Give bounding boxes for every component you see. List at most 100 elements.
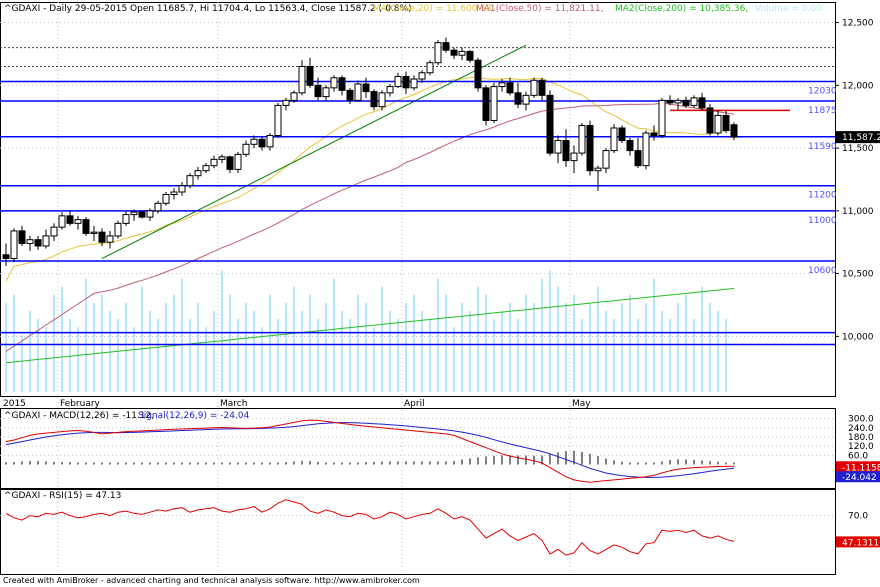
candle-body	[450, 49, 458, 56]
volume-bar	[45, 327, 47, 392]
candle-body	[242, 143, 250, 155]
volume-bar	[245, 302, 247, 392]
candle-body	[258, 138, 266, 148]
candle	[562, 129, 570, 167]
level-label: 11200	[808, 191, 837, 201]
volume-bar	[69, 319, 71, 392]
candle	[458, 47, 466, 61]
candle-body	[498, 82, 506, 88]
month-label: February	[60, 399, 101, 409]
candle	[130, 209, 138, 221]
candle-body	[98, 231, 106, 243]
ma200-label: MA2(Close,200) = 10,385.36,	[615, 4, 748, 14]
candle	[594, 165, 602, 191]
volume-bar	[133, 327, 135, 392]
volume-bar	[581, 319, 583, 392]
candle-body	[386, 86, 394, 94]
candle-body	[290, 92, 298, 101]
candle	[266, 133, 274, 151]
month-label: May	[572, 399, 591, 409]
candle-body	[698, 97, 706, 109]
volume-bar	[685, 294, 687, 392]
candle-body	[298, 65, 306, 94]
candle-body	[730, 124, 738, 138]
candle	[10, 228, 18, 263]
rsi-pane-frame	[0, 489, 836, 575]
volume-bar	[541, 278, 543, 392]
candle-body	[426, 62, 434, 74]
candle	[58, 212, 66, 230]
rsi-pane	[0, 499, 835, 556]
candle	[362, 77, 370, 98]
chart-title: ^GDAXI - Daily 29-05-2015 Open 11685.7, …	[4, 4, 412, 14]
candle	[610, 124, 618, 154]
candle	[314, 77, 322, 101]
candle-body	[162, 194, 170, 204]
candle	[386, 84, 394, 97]
candle	[226, 155, 234, 174]
candle	[186, 173, 194, 189]
candle-body	[602, 150, 610, 169]
candle-body	[354, 83, 362, 101]
level-label: 11000	[808, 216, 837, 226]
candle-body	[250, 138, 258, 145]
volume-bar	[549, 270, 551, 392]
volume-bar	[181, 278, 183, 392]
volume-bar	[77, 327, 79, 392]
candle-body	[274, 104, 282, 137]
candle-body	[218, 156, 226, 160]
volume-bar	[677, 302, 679, 392]
current-price-box	[836, 131, 880, 144]
candle	[418, 70, 426, 83]
volume-bar	[149, 311, 151, 392]
macd-tick-label: 60.0	[848, 451, 868, 461]
candle	[578, 122, 586, 156]
volume-bar	[613, 319, 615, 392]
volume-bar	[53, 294, 55, 392]
volume-bar	[341, 311, 343, 392]
candle-body	[42, 235, 50, 247]
candle	[82, 217, 90, 236]
candle-body	[378, 92, 386, 108]
candle-body	[170, 191, 178, 196]
candle-body	[714, 114, 722, 134]
candle	[634, 138, 642, 169]
candle	[410, 75, 418, 91]
rsi-title: ^GDAXI - RSI(15) = 47.13	[4, 491, 121, 501]
candle	[50, 223, 58, 241]
candle	[338, 75, 346, 96]
volume-bar	[645, 302, 647, 392]
volume-bar	[469, 311, 471, 392]
candle	[178, 181, 186, 196]
volume-bar	[197, 302, 199, 392]
candle	[234, 151, 242, 174]
candle	[474, 57, 482, 92]
rsi-value-label: 47.1311	[842, 538, 879, 548]
volume-bar	[573, 294, 575, 392]
candle-body	[722, 114, 730, 131]
candle	[122, 210, 130, 226]
candle	[290, 90, 298, 103]
candle-body	[74, 219, 82, 224]
signal-value-box	[836, 471, 880, 483]
candle-body	[434, 42, 442, 64]
rsi-value-box	[836, 536, 880, 548]
volume-bar	[693, 319, 695, 392]
volume-bar	[653, 278, 655, 392]
price-pane-frame	[0, 2, 836, 397]
signal-value-label: -24.042	[842, 473, 877, 483]
candle	[658, 97, 666, 139]
macd-tick-label: 240.0	[848, 424, 874, 434]
volume-bar	[21, 335, 23, 392]
candle-body	[226, 156, 234, 170]
volume-bar	[621, 302, 623, 392]
candle-body	[330, 77, 338, 89]
candle-body	[658, 99, 666, 137]
candle	[618, 125, 626, 144]
candle	[154, 200, 162, 214]
volume-bar	[277, 319, 279, 392]
candle	[546, 90, 554, 156]
candle	[434, 40, 442, 66]
candle	[714, 110, 722, 136]
ma50-line	[5, 102, 735, 352]
